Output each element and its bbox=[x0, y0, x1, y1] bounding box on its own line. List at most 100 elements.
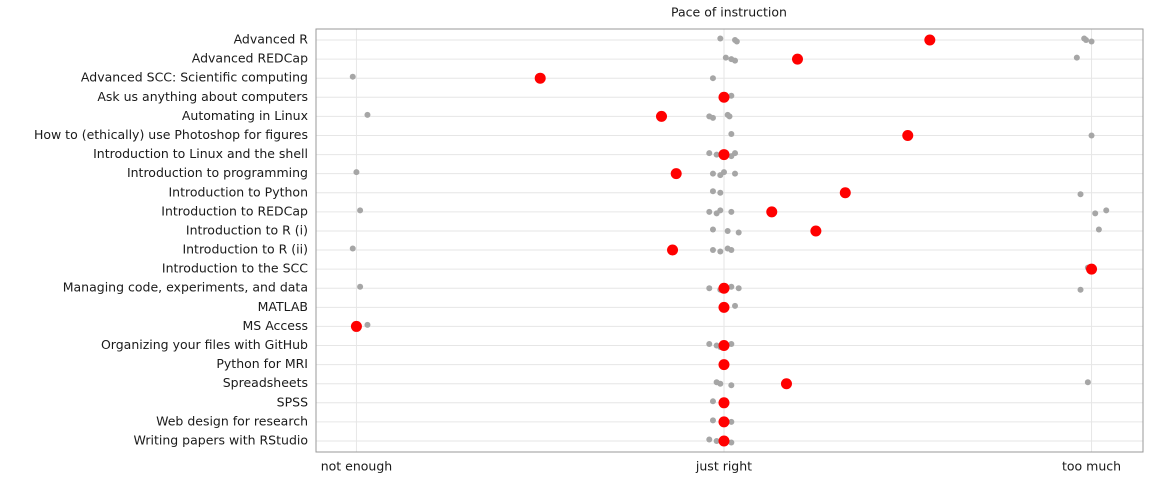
y-tick-label: Advanced SCC: Scientific computing bbox=[81, 70, 308, 85]
response-point bbox=[706, 208, 713, 215]
response-point bbox=[709, 226, 716, 233]
response-point bbox=[1083, 37, 1090, 43]
response-point bbox=[735, 229, 742, 236]
response-point bbox=[732, 57, 739, 64]
response-point bbox=[353, 169, 360, 176]
y-tick-label: Automating in Linux bbox=[182, 108, 308, 123]
y-tick-label: Introduction to the SCC bbox=[162, 261, 308, 276]
response-point bbox=[735, 285, 742, 292]
mean-point bbox=[924, 34, 936, 46]
y-tick-label: Introduction to REDCap bbox=[161, 203, 308, 218]
mean-point bbox=[718, 91, 730, 103]
response-point bbox=[706, 436, 713, 443]
mean-point bbox=[534, 72, 546, 84]
response-point bbox=[357, 283, 364, 290]
response-point bbox=[732, 170, 739, 177]
response-point bbox=[349, 73, 356, 80]
y-tick-label: Introduction to R (ii) bbox=[182, 242, 308, 257]
response-point bbox=[364, 111, 371, 118]
y-tick-label: Organizing your files with GitHub bbox=[101, 337, 308, 352]
response-point bbox=[728, 208, 735, 215]
mean-point bbox=[791, 53, 803, 65]
response-point bbox=[709, 75, 716, 82]
y-tick-label: How to (ethically) use Photoshop for fig… bbox=[34, 127, 308, 142]
mean-point bbox=[350, 320, 362, 332]
response-point bbox=[726, 113, 733, 120]
y-tick-label: Introduction to programming bbox=[127, 165, 308, 180]
y-tick-label: Python for MRI bbox=[216, 356, 308, 371]
y-tick-label: Ask us anything about computers bbox=[97, 89, 308, 104]
response-point bbox=[717, 207, 724, 214]
y-tick-label: Advanced REDCap bbox=[192, 51, 308, 66]
x-tick-label: too much bbox=[1062, 459, 1121, 474]
mean-point bbox=[718, 416, 730, 428]
y-tick-label: Managing code, experiments, and data bbox=[63, 280, 308, 295]
y-tick-label: MS Access bbox=[243, 318, 309, 333]
response-point bbox=[728, 92, 735, 99]
response-point bbox=[349, 245, 356, 252]
response-point bbox=[706, 341, 713, 348]
mean-point bbox=[839, 187, 851, 199]
response-point bbox=[1084, 379, 1091, 386]
response-point bbox=[1103, 207, 1110, 214]
y-tick-label: Writing papers with RStudio bbox=[134, 433, 308, 448]
response-point bbox=[1092, 210, 1099, 217]
mean-point bbox=[718, 397, 730, 409]
response-point bbox=[732, 150, 739, 157]
y-tick-label: Advanced R bbox=[234, 32, 309, 47]
response-point bbox=[709, 398, 716, 405]
mean-point bbox=[718, 149, 730, 161]
response-point bbox=[728, 382, 735, 389]
response-point bbox=[713, 151, 720, 158]
response-point bbox=[728, 418, 735, 425]
response-point bbox=[709, 188, 716, 195]
response-point bbox=[1088, 132, 1095, 139]
y-tick-label: Introduction to R (i) bbox=[186, 222, 308, 237]
response-point bbox=[713, 438, 720, 444]
response-point bbox=[717, 380, 724, 387]
response-point bbox=[722, 54, 729, 61]
mean-point bbox=[902, 129, 914, 141]
response-point bbox=[728, 247, 735, 254]
response-point bbox=[1077, 286, 1084, 293]
response-point bbox=[1077, 191, 1084, 198]
response-point bbox=[1095, 226, 1102, 233]
response-point bbox=[357, 207, 364, 214]
y-tick-label: Introduction to Linux and the shell bbox=[93, 146, 308, 161]
mean-point bbox=[718, 340, 730, 352]
response-point bbox=[732, 302, 739, 309]
response-point bbox=[728, 439, 735, 446]
mean-point bbox=[810, 225, 822, 237]
y-tick-label: Web design for research bbox=[156, 413, 308, 428]
mean-point bbox=[780, 378, 792, 390]
response-point bbox=[709, 417, 716, 424]
mean-point bbox=[718, 301, 730, 313]
y-tick-label: MATLAB bbox=[258, 299, 308, 314]
response-point bbox=[728, 283, 735, 290]
response-point bbox=[709, 247, 716, 254]
response-point bbox=[709, 114, 716, 121]
mean-point bbox=[718, 282, 730, 294]
mean-point bbox=[670, 168, 682, 180]
mean-point bbox=[718, 435, 730, 447]
y-tick-label: SPSS bbox=[277, 394, 308, 409]
response-point bbox=[706, 150, 713, 157]
response-point bbox=[1073, 54, 1080, 61]
response-point bbox=[717, 35, 724, 42]
response-point bbox=[1088, 38, 1095, 45]
mean-point bbox=[1086, 263, 1098, 275]
response-point bbox=[706, 285, 713, 292]
response-point bbox=[733, 38, 740, 45]
chart-title: Pace of instruction bbox=[671, 5, 787, 20]
response-point bbox=[724, 227, 731, 234]
response-point bbox=[720, 169, 727, 176]
mean-point bbox=[667, 244, 679, 256]
response-point bbox=[709, 170, 716, 177]
response-point bbox=[364, 321, 371, 328]
mean-point bbox=[656, 110, 668, 122]
y-tick-label: Introduction to Python bbox=[168, 184, 308, 199]
plot-frame bbox=[315, 28, 1144, 453]
x-tick-label: just right bbox=[695, 459, 752, 474]
mean-point bbox=[766, 206, 778, 218]
